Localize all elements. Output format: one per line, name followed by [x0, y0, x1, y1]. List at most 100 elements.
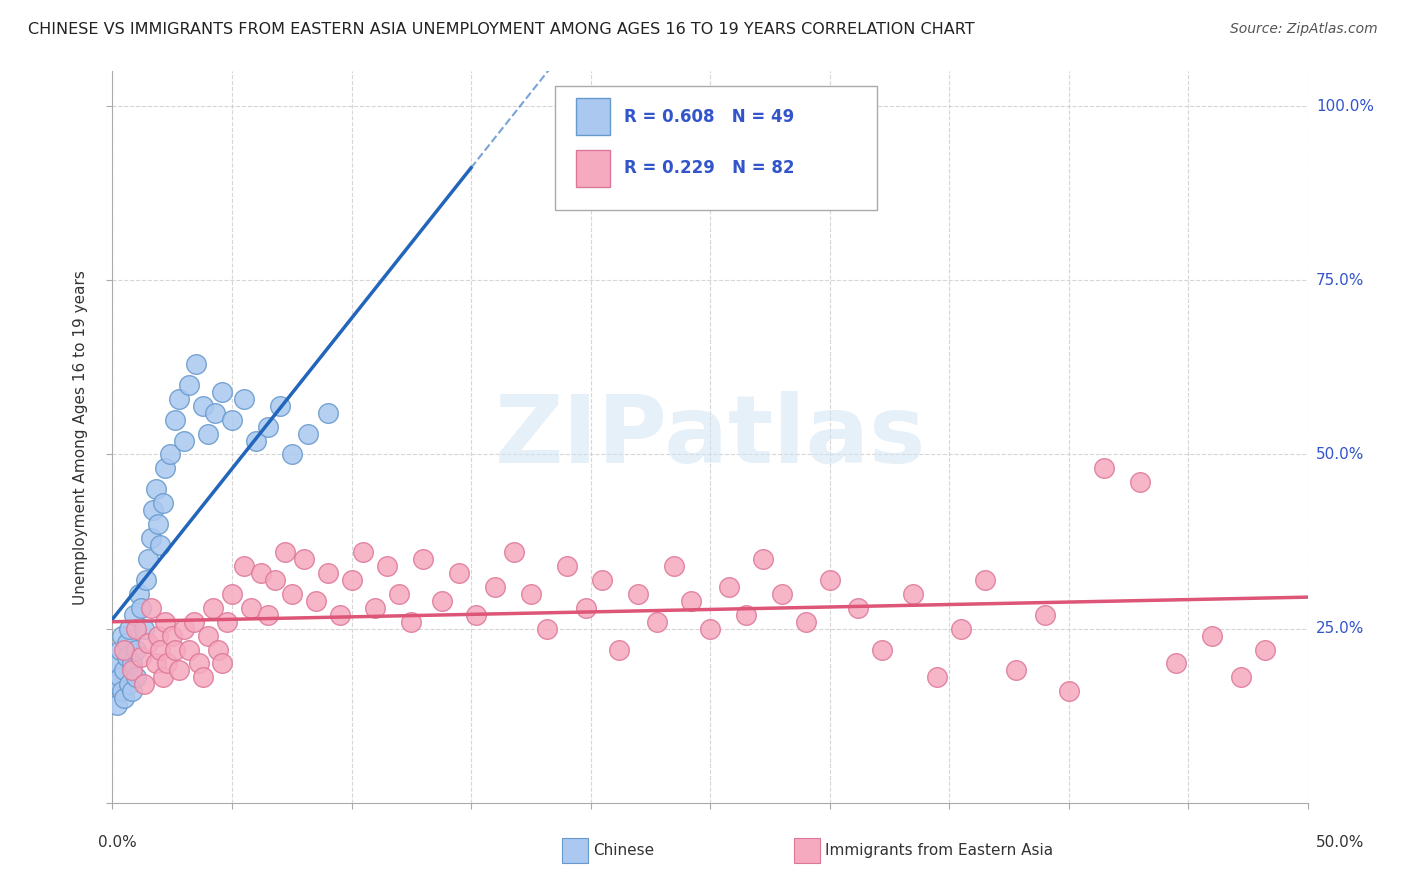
Point	[1229, 670, 1251, 684]
Point	[138, 552, 160, 566]
Point	[149, 538, 172, 552]
Point	[536, 622, 558, 636]
Point	[1033, 607, 1056, 622]
Point	[607, 642, 630, 657]
Point	[183, 615, 205, 629]
Point	[177, 642, 200, 657]
Point	[903, 587, 925, 601]
Text: 25.0%: 25.0%	[1316, 621, 1364, 636]
Text: 50.0%: 50.0%	[1316, 836, 1364, 850]
Point	[249, 566, 271, 580]
Point	[735, 607, 758, 622]
Point	[173, 434, 195, 448]
Text: CHINESE VS IMMIGRANTS FROM EASTERN ASIA UNEMPLOYMENT AMONG AGES 16 TO 19 YEARS C: CHINESE VS IMMIGRANTS FROM EASTERN ASIA …	[28, 22, 974, 37]
Point	[818, 573, 841, 587]
Point	[257, 419, 280, 434]
Point	[281, 587, 304, 601]
Point	[340, 573, 363, 587]
Text: Source: ZipAtlas.com: Source: ZipAtlas.com	[1230, 22, 1378, 37]
Text: R = 0.608   N = 49: R = 0.608 N = 49	[624, 108, 794, 126]
Point	[927, 670, 949, 684]
Point	[464, 607, 486, 622]
Point	[114, 642, 135, 657]
Point	[217, 615, 239, 629]
Point	[503, 545, 526, 559]
Point	[193, 670, 215, 684]
Point	[388, 587, 411, 601]
Point	[142, 503, 165, 517]
Point	[432, 594, 454, 608]
Point	[135, 573, 157, 587]
FancyBboxPatch shape	[554, 86, 877, 211]
Point	[664, 558, 686, 573]
Point	[297, 426, 319, 441]
Point	[128, 587, 150, 601]
Point	[870, 642, 893, 657]
Point	[592, 573, 614, 587]
Point	[316, 566, 339, 580]
Point	[412, 552, 434, 566]
Point	[269, 399, 291, 413]
Point	[177, 377, 200, 392]
Point	[169, 664, 191, 678]
Point	[1094, 461, 1116, 475]
Point	[125, 622, 148, 636]
Point	[115, 649, 138, 664]
Point	[204, 406, 226, 420]
Point	[186, 357, 208, 371]
Point	[108, 642, 131, 657]
Point	[770, 587, 793, 601]
Point	[163, 412, 186, 426]
Point	[221, 587, 243, 601]
Point	[575, 600, 598, 615]
Point	[718, 580, 741, 594]
Text: 75.0%: 75.0%	[1316, 273, 1364, 288]
Point	[149, 642, 172, 657]
Text: Chinese: Chinese	[593, 844, 654, 858]
Point	[201, 600, 224, 615]
Point	[129, 649, 152, 664]
Point	[115, 635, 138, 649]
Point	[1057, 684, 1080, 698]
Point	[846, 600, 869, 615]
Point	[111, 629, 134, 643]
Point	[132, 677, 155, 691]
Bar	[576, 150, 610, 186]
Point	[163, 642, 186, 657]
Point	[139, 600, 162, 615]
Point	[121, 657, 143, 671]
Point	[125, 670, 148, 684]
Point	[211, 384, 233, 399]
Point	[555, 558, 578, 573]
Point	[520, 587, 543, 601]
Text: ZIPatlas: ZIPatlas	[495, 391, 925, 483]
Point	[111, 684, 134, 698]
Point	[292, 552, 315, 566]
Point	[245, 434, 267, 448]
Point	[187, 657, 209, 671]
Point	[121, 664, 143, 678]
Point	[193, 399, 215, 413]
Point	[329, 607, 352, 622]
Point	[121, 684, 143, 698]
Point	[257, 607, 280, 622]
Point	[447, 566, 470, 580]
Point	[1253, 642, 1275, 657]
Point	[1129, 475, 1152, 490]
Point	[211, 657, 233, 671]
Point	[221, 412, 243, 426]
Text: 100.0%: 100.0%	[1316, 99, 1374, 113]
Point	[316, 406, 339, 420]
Point	[118, 622, 141, 636]
Point	[377, 558, 399, 573]
Point	[132, 622, 155, 636]
Point	[153, 615, 176, 629]
Point	[273, 545, 295, 559]
Point	[105, 698, 128, 713]
Point	[159, 448, 181, 462]
Point	[104, 677, 127, 691]
Point	[484, 580, 506, 594]
Point	[153, 461, 176, 475]
Point	[105, 657, 128, 671]
Point	[679, 594, 702, 608]
